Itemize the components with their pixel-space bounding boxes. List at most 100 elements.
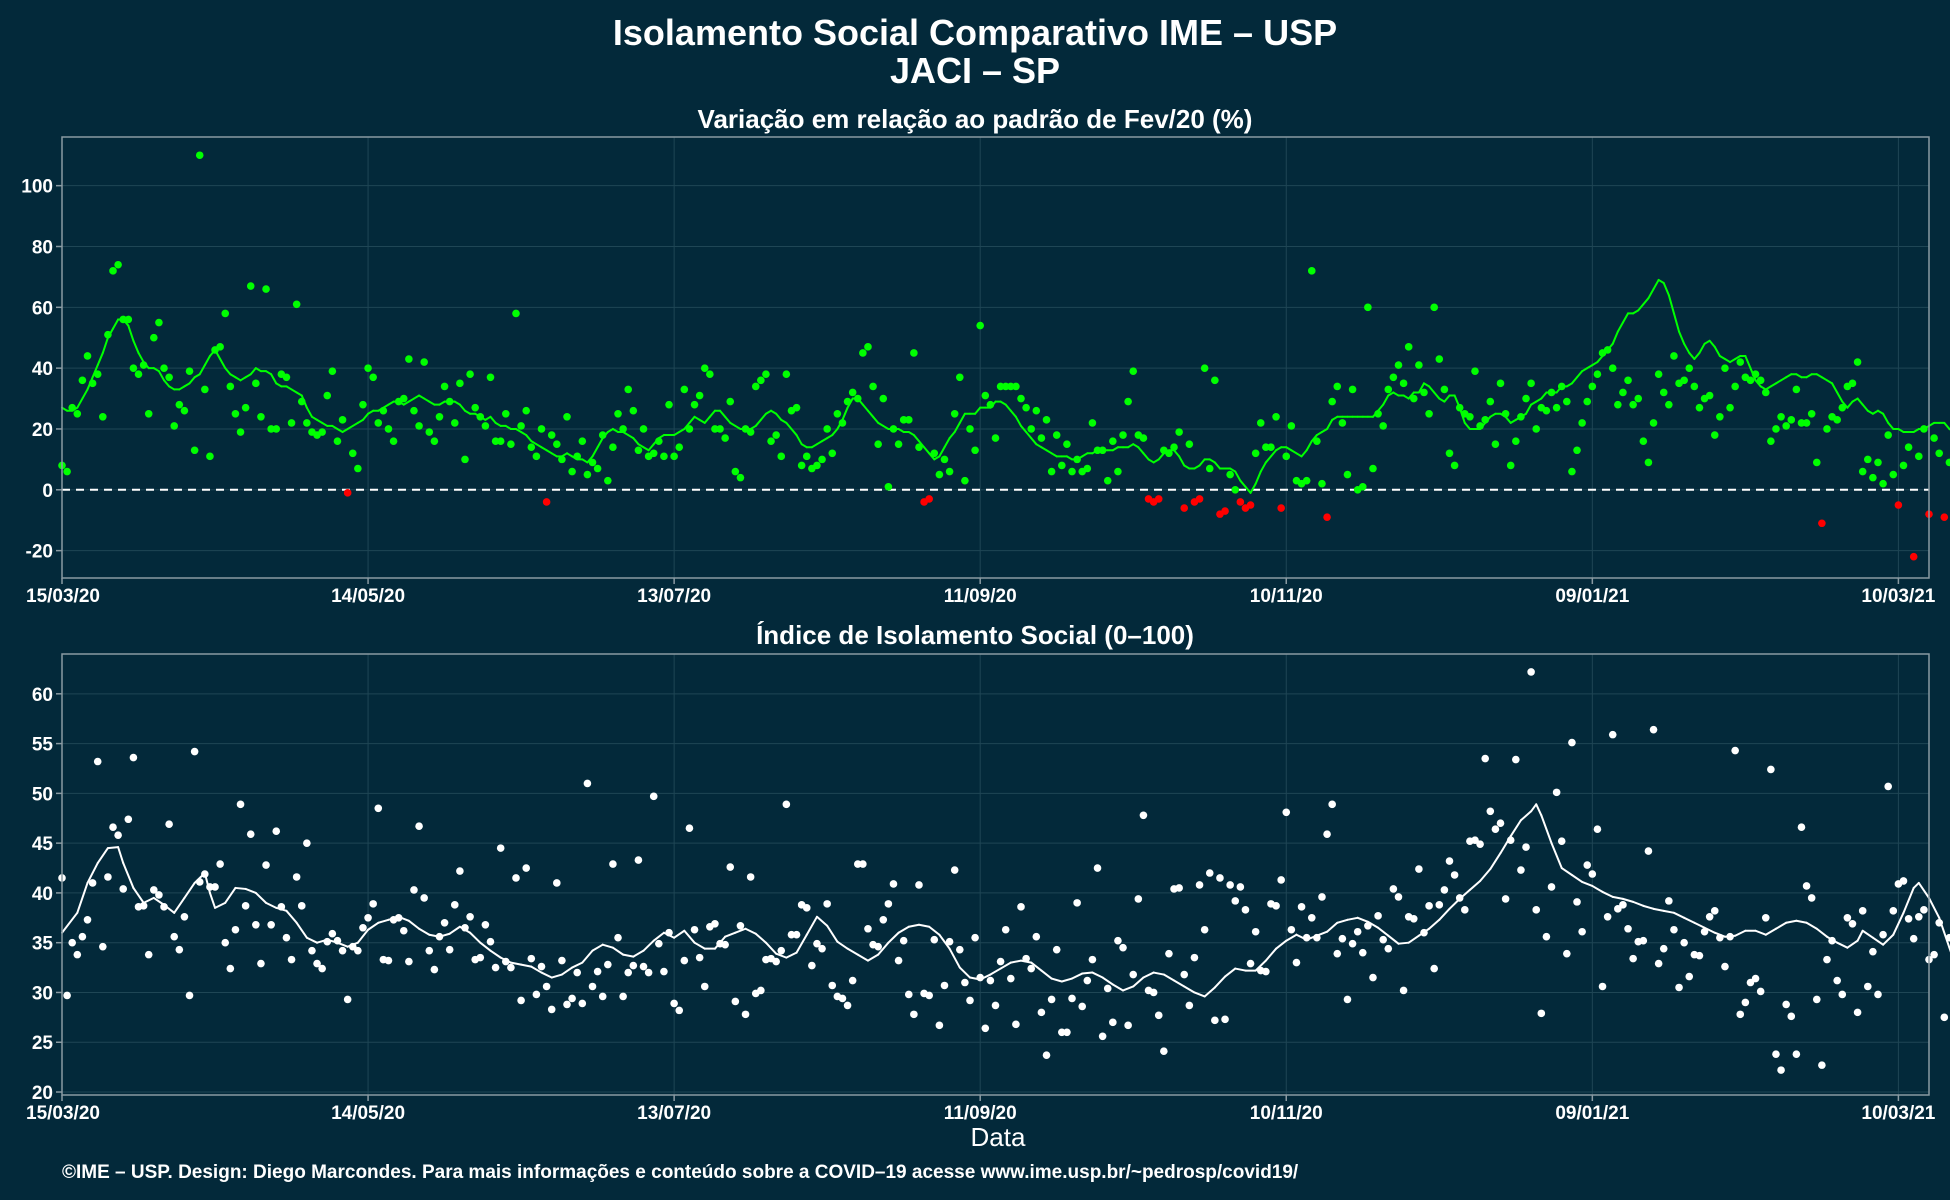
trend-line-segment xyxy=(1535,803,1543,817)
data-point xyxy=(675,1006,684,1015)
data-point xyxy=(1384,944,1393,953)
data-point xyxy=(614,933,622,942)
x-tick-label: 09/01/21 xyxy=(1555,1103,1629,1124)
trend-line-segment xyxy=(1009,409,1017,418)
data-point xyxy=(1241,906,1250,914)
data-point xyxy=(1573,898,1581,906)
data-point xyxy=(221,938,230,947)
data-point xyxy=(226,964,235,973)
x-tick-label: 14/05/20 xyxy=(331,1103,405,1124)
trend-line-segment xyxy=(1004,403,1012,412)
data-point xyxy=(1389,373,1398,382)
data-point xyxy=(1129,970,1138,979)
trend-line-segment xyxy=(458,403,466,412)
trend-line-segment xyxy=(509,961,523,966)
data-point xyxy=(1384,385,1393,394)
data-point xyxy=(848,976,857,985)
data-point xyxy=(99,942,107,951)
data-point xyxy=(338,946,347,955)
x-tick-label: 13/07/20 xyxy=(637,586,711,607)
data-point xyxy=(1777,413,1785,421)
trend-line-segment xyxy=(1162,973,1176,982)
data-point xyxy=(1175,884,1183,892)
trend-line-segment xyxy=(1254,959,1267,972)
trend-line-segment xyxy=(1917,881,1930,899)
data-point xyxy=(930,935,939,944)
trend-line-segment xyxy=(1831,382,1839,394)
data-point xyxy=(338,416,347,424)
data-point xyxy=(1583,397,1592,406)
data-point xyxy=(1333,949,1342,958)
data-point xyxy=(313,959,321,968)
data-point xyxy=(731,467,740,476)
trend-line-segment xyxy=(1815,927,1828,938)
data-point xyxy=(374,804,383,813)
trend-line-segment xyxy=(438,932,451,938)
trend-line-segment xyxy=(1030,437,1038,446)
data-point xyxy=(1527,379,1535,388)
trend-line-segment xyxy=(923,446,931,455)
data-point xyxy=(466,370,474,379)
data-point xyxy=(399,394,408,403)
data-point xyxy=(1598,982,1607,991)
data-point xyxy=(430,437,439,445)
data-point xyxy=(1614,905,1622,913)
data-point xyxy=(563,413,571,421)
data-point xyxy=(1517,866,1525,874)
data-point xyxy=(1894,501,1903,509)
trend-line-segment xyxy=(1371,409,1380,418)
data-point xyxy=(1838,990,1847,999)
trend-line-segment xyxy=(1774,921,1788,930)
data-point xyxy=(190,446,199,455)
trend-line-segment xyxy=(1744,354,1752,370)
data-point xyxy=(578,999,587,1008)
data-point xyxy=(1032,932,1041,941)
data-point xyxy=(1313,437,1321,445)
data-point xyxy=(818,455,826,464)
data-point xyxy=(272,425,281,433)
data-point xyxy=(1659,388,1668,397)
data-point xyxy=(1338,934,1347,943)
data-point xyxy=(486,937,495,946)
trend-line-segment xyxy=(1489,852,1502,871)
data-point xyxy=(318,428,326,436)
data-point xyxy=(1476,840,1484,848)
data-point xyxy=(706,370,714,379)
trend-line-segment xyxy=(1683,342,1691,354)
data-point xyxy=(303,839,311,847)
data-point xyxy=(828,449,837,458)
trend-line-segment xyxy=(1438,907,1451,921)
x-tick-label: 09/01/21 xyxy=(1555,586,1629,607)
data-point xyxy=(869,382,877,391)
data-point xyxy=(466,913,474,921)
trend-line-segment xyxy=(254,891,268,904)
trend-line-segment xyxy=(1785,919,1798,924)
data-point xyxy=(343,995,352,1004)
data-point xyxy=(1578,927,1586,936)
data-point xyxy=(955,945,964,954)
x-tick-label: 10/03/21 xyxy=(1861,1103,1935,1124)
data-point xyxy=(1496,379,1505,388)
data-point xyxy=(675,443,684,452)
y-tick-label: 80 xyxy=(32,237,53,258)
data-point xyxy=(695,953,704,962)
data-point xyxy=(1879,479,1887,488)
data-point xyxy=(119,885,128,893)
data-point xyxy=(1685,364,1694,372)
trend-line-segment xyxy=(647,443,655,452)
trend-line-segment xyxy=(989,967,1002,976)
data-point xyxy=(1838,403,1847,412)
trend-line-segment xyxy=(219,358,227,370)
trend-line-segment xyxy=(999,961,1012,970)
data-point xyxy=(1379,422,1387,430)
data-point xyxy=(507,440,515,448)
trend-line-segment xyxy=(1555,385,1563,394)
trend-line-segment xyxy=(826,924,839,943)
data-point xyxy=(680,385,689,394)
data-point xyxy=(124,315,133,324)
data-point xyxy=(114,831,122,839)
data-point xyxy=(129,753,138,762)
data-point xyxy=(966,996,974,1005)
data-point xyxy=(1282,452,1291,461)
trend-line-segment xyxy=(1892,911,1905,936)
